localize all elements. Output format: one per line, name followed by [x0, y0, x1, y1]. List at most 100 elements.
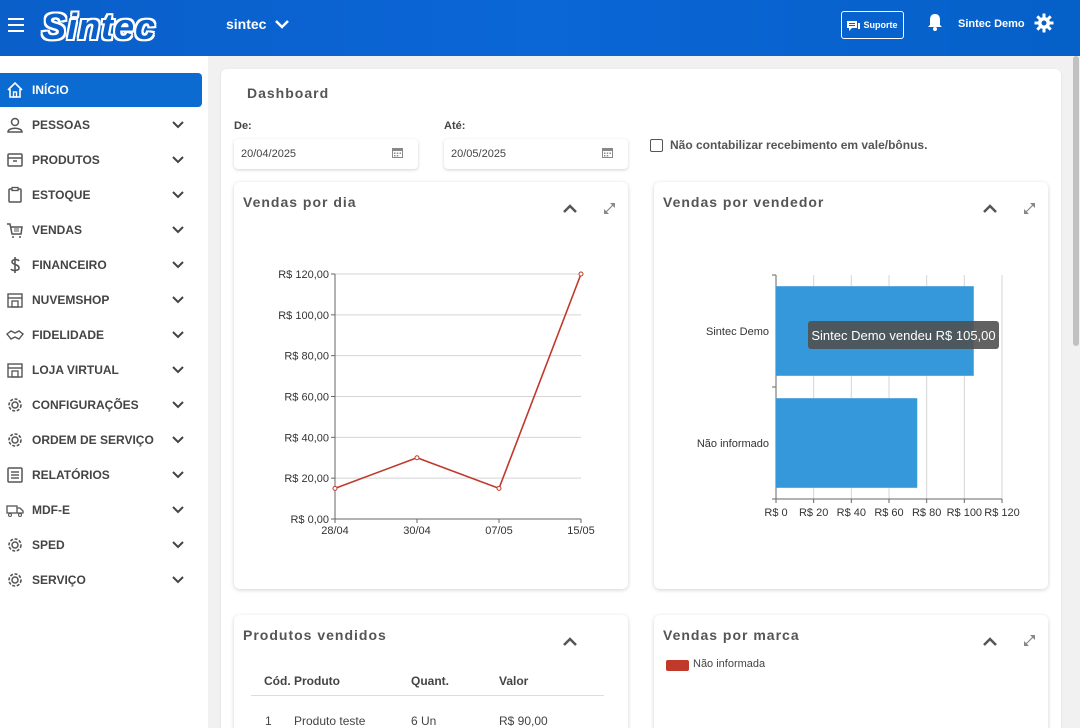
expand-icon[interactable] [604, 203, 615, 214]
bell-icon[interactable] [926, 12, 944, 32]
sales-by-seller-chart: R$ 0 R$ 20 R$ 40 R$ 60 R$ 80 R$ 100 R$ 120 Sint… [697, 274, 1020, 519]
chevron-down-icon[interactable] [172, 471, 184, 479]
x-tick-label: R$ 100 [947, 507, 982, 519]
person-icon [6, 116, 24, 134]
handshake-icon [6, 326, 24, 344]
from-date-label: De: [234, 120, 252, 132]
sales-by-brand-title: Vendas por marca [663, 627, 800, 643]
box-icon [6, 151, 24, 169]
vale-bonus-label[interactable]: Não contabilizar recebimento em vale/bôn… [670, 138, 928, 152]
y-tick-label: R$ 60,00 [284, 392, 329, 404]
y-tick-label: R$ 20,00 [284, 473, 329, 485]
sidebar-item-nuvemshop[interactable]: NUVEMSHOP [0, 283, 202, 317]
chevron-down-icon[interactable] [172, 576, 184, 584]
sidebar-item-vendas[interactable]: VENDAS [0, 213, 202, 247]
gear-icon [6, 431, 24, 449]
chat-icon [847, 20, 861, 31]
col-header-code[interactable]: Cód. [264, 674, 291, 688]
col-header-product[interactable]: Produto [294, 674, 340, 688]
chevron-down-icon[interactable] [172, 506, 184, 514]
x-tick-label: 07/05 [485, 525, 513, 537]
chevron-down-icon[interactable] [172, 401, 184, 409]
sidebar-item-label: SPED [32, 538, 65, 552]
chevron-up-icon[interactable] [983, 637, 997, 646]
sidebar-item-inicio[interactable]: INÍCIO [0, 73, 202, 107]
to-date-label: Até: [444, 120, 466, 132]
sidebar-item-ordem-de-servico[interactable]: ORDEM DE SERVIÇO [0, 423, 202, 457]
gear-icon [6, 536, 24, 554]
y-tick-label: R$ 40,00 [284, 432, 329, 444]
chevron-up-icon[interactable] [563, 637, 577, 646]
expand-icon[interactable] [1024, 635, 1035, 646]
vale-bonus-checkbox[interactable] [650, 139, 663, 152]
table-cell-value: R$ 90,00 [499, 714, 548, 728]
sidebar-item-label: VENDAS [32, 223, 83, 237]
products-sold-title: Produtos vendidos [243, 627, 387, 643]
settings-gear-icon[interactable] [1034, 13, 1054, 33]
calendar-icon[interactable] [392, 147, 403, 158]
report-icon [6, 466, 24, 484]
sales-by-day-chart: R$ 0,00 R$ 20,00 R$ 40,00 R$ 60,00 R$ 80,00 R… [278, 269, 595, 537]
data-point[interactable] [496, 485, 502, 491]
chevron-down-icon[interactable] [172, 436, 184, 444]
sidebar-item-produtos[interactable]: PRODUTOS [0, 143, 202, 177]
sidebar-item-sped[interactable]: SPED [0, 528, 202, 562]
user-name[interactable]: Sintec Demo [958, 18, 1025, 30]
scroll-thumb[interactable] [1073, 56, 1079, 346]
sidebar-item-estoque[interactable]: ESTOQUE [0, 178, 202, 212]
clipboard-icon [6, 186, 24, 204]
sidebar-item-servico[interactable]: SERVIÇO [0, 563, 202, 597]
series-line [334, 273, 582, 490]
col-header-value[interactable]: Valor [499, 674, 529, 688]
chevron-down-icon[interactable] [172, 366, 184, 374]
bar[interactable] [776, 398, 918, 488]
logo[interactable]: Sintec [42, 6, 157, 47]
chart-tooltip: Sintec Demo vendeu R$ 105,00 [808, 321, 999, 349]
sidebar-item-label: ESTOQUE [32, 188, 91, 202]
x-tick-label: R$ 20 [799, 507, 828, 519]
sidebar-item-label: RELATÓRIOS [32, 468, 110, 482]
sidebar-item-relatorios[interactable]: RELATÓRIOS [0, 458, 202, 492]
from-date-input[interactable] [234, 139, 418, 169]
y-tick-label: R$ 120,00 [278, 269, 329, 281]
table-cell-product: Produto teste [294, 714, 366, 728]
to-date-input[interactable] [444, 139, 628, 169]
company-selector[interactable]: sintec [226, 16, 290, 32]
chevron-down-icon[interactable] [172, 156, 184, 164]
chevron-down-icon[interactable] [172, 261, 184, 269]
chevron-down-icon[interactable] [172, 226, 184, 234]
sales-by-seller-title: Vendas por vendedor [663, 194, 825, 210]
x-tick-label: R$ 120 [984, 507, 1019, 519]
chevron-down-icon[interactable] [172, 191, 184, 199]
sidebar-item-loja-virtual[interactable]: LOJA VIRTUAL [0, 353, 202, 387]
data-point[interactable] [332, 485, 338, 491]
sidebar-item-label: PESSOAS [32, 118, 91, 132]
sidebar-item-pessoas[interactable]: PESSOAS [0, 108, 202, 142]
menu-icon[interactable] [8, 18, 24, 32]
expand-icon[interactable] [1024, 203, 1035, 214]
chevron-down-icon[interactable] [172, 296, 184, 304]
chevron-down-icon[interactable] [172, 121, 184, 129]
sidebar-item-label: LOJA VIRTUAL [32, 363, 119, 377]
data-point[interactable] [414, 455, 420, 461]
col-header-quantity[interactable]: Quant. [411, 674, 449, 688]
sidebar-item-fidelidade[interactable]: FIDELIDADE [0, 318, 202, 352]
data-point[interactable] [578, 271, 584, 277]
chevron-up-icon[interactable] [983, 204, 997, 213]
sales-by-brand-card [654, 615, 1048, 728]
gear-icon [6, 396, 24, 414]
brand-legend-label[interactable]: Não informada [693, 658, 766, 670]
dollar-icon [6, 256, 24, 274]
support-button[interactable]: Suporte [841, 11, 904, 39]
page-scrollbar[interactable] [1071, 56, 1080, 728]
chevron-up-icon[interactable] [563, 204, 577, 213]
company-name: sintec [226, 16, 267, 32]
sidebar-item-configuracoes[interactable]: CONFIGURAÇÕES [0, 388, 202, 422]
y-tick-label: R$ 80,00 [284, 351, 329, 363]
sidebar-item-financeiro[interactable]: FINANCEIRO [0, 248, 202, 282]
sidebar-item-mdf-e[interactable]: MDF-E [0, 493, 202, 527]
chevron-down-icon[interactable] [172, 331, 184, 339]
chevron-down-icon[interactable] [172, 541, 184, 549]
brand-legend-swatch[interactable] [666, 660, 689, 671]
calendar-icon[interactable] [602, 147, 613, 158]
